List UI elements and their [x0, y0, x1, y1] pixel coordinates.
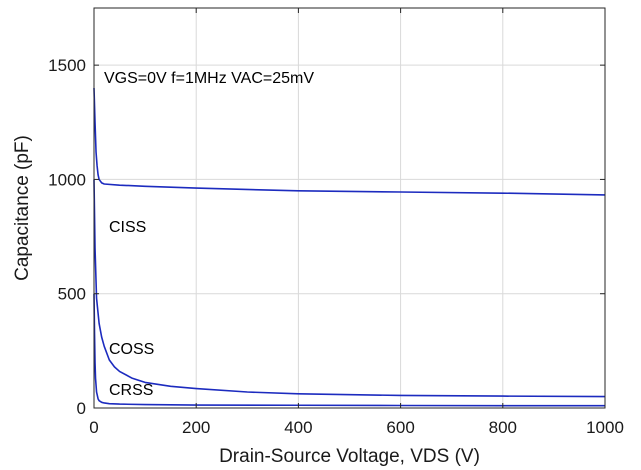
grid: [94, 8, 605, 408]
plot-frame: [93, 7, 606, 409]
series-layer: [93, 87, 606, 407]
ciss-label: CISS: [109, 219, 146, 236]
coss-label: COSS: [109, 341, 154, 358]
x-tick-label: 1000: [586, 418, 624, 437]
y-tick-label: 500: [58, 285, 86, 304]
crss-label: CRSS: [109, 382, 153, 399]
y-tick-labels: 0 500 1000 1500: [48, 56, 605, 418]
conditions-annotation: VGS=0V f=1MHz VAC=25mV: [104, 70, 314, 87]
y-tick-label: 0: [77, 399, 86, 418]
x-tick-label: 600: [386, 418, 414, 437]
x-tick-label: 200: [182, 418, 210, 437]
y-tick-label: 1500: [48, 56, 86, 75]
x-tick-label: 0: [89, 418, 98, 437]
series-line-crss: [93, 293, 605, 407]
y-tick-label: 1000: [48, 170, 86, 189]
x-axis-label: Drain-Source Voltage, VDS (V): [219, 446, 480, 467]
series-line-ciss: [93, 87, 606, 196]
x-tick-label: 400: [284, 418, 312, 437]
y-axis-label: Capacitance (pF): [12, 135, 33, 281]
x-tick-labels: 0 200 400 600 800 1000: [89, 8, 624, 437]
series-line-coss: [93, 179, 606, 398]
x-tick-label: 800: [489, 418, 517, 437]
